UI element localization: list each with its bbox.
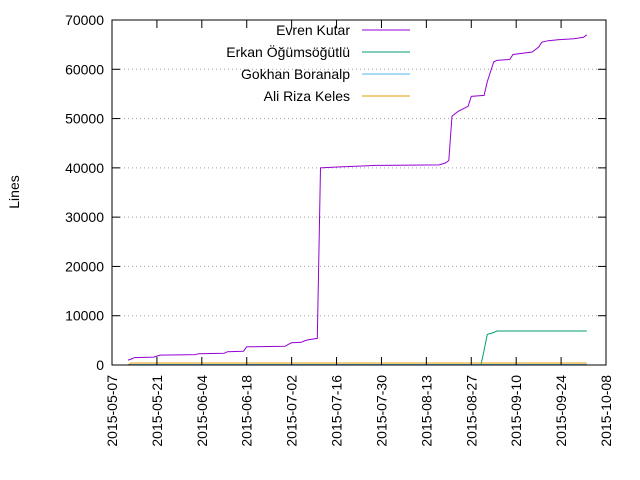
x-tick-label: 2015-07-16 [329,375,345,447]
y-tick-label: 60000 [65,61,104,77]
x-tick-label: 2015-08-13 [418,375,434,447]
x-tick-label: 2015-07-02 [284,375,300,447]
x-tick-label: 2015-09-24 [553,375,569,447]
y-tick-label: 40000 [65,160,104,176]
x-tick-label: 2015-05-21 [149,375,165,447]
x-tick-label: 2015-06-04 [194,375,210,447]
y-tick-label: 50000 [65,111,104,127]
series-line-0 [127,34,588,361]
y-tick-label: 20000 [65,258,104,274]
legend-label: Erkan Öğümsöğütlü [226,43,350,60]
axes [111,19,607,366]
plot-border [111,19,607,366]
x-tick-label: 2015-07-30 [373,375,389,447]
y-tick-label: 10000 [65,308,104,324]
x-tick-label: 2015-10-08 [598,375,614,447]
y-tick-label: 30000 [65,209,104,225]
y-axis-title: Lines [6,175,22,208]
legend-label: Gokhan Boranalp [241,66,350,82]
legend-label: Evren Kutar [276,22,350,38]
x-tick-label: 2015-09-10 [508,375,524,447]
y-tick-label: 0 [96,357,104,373]
series-line-1 [480,330,587,366]
legend-label: Ali Riza Keles [264,88,350,104]
x-tick-label: 2015-06-18 [239,375,255,447]
y-tick-labels: 0 10000 20000 30000 40000 50000 60000 70000 [65,12,104,373]
series-line-3 [127,362,587,366]
legend: Evren Kutar Erkan Öğümsöğütlü Gokhan Boran… [226,22,410,104]
y-tick-label: 70000 [65,12,104,28]
x-tick-labels: 2015-05-07 2015-05-21 2015-06-04 2015-06-18… [104,375,614,447]
x-tick-label: 2015-08-27 [463,375,479,447]
x-tick-label: 2015-05-07 [104,375,120,447]
